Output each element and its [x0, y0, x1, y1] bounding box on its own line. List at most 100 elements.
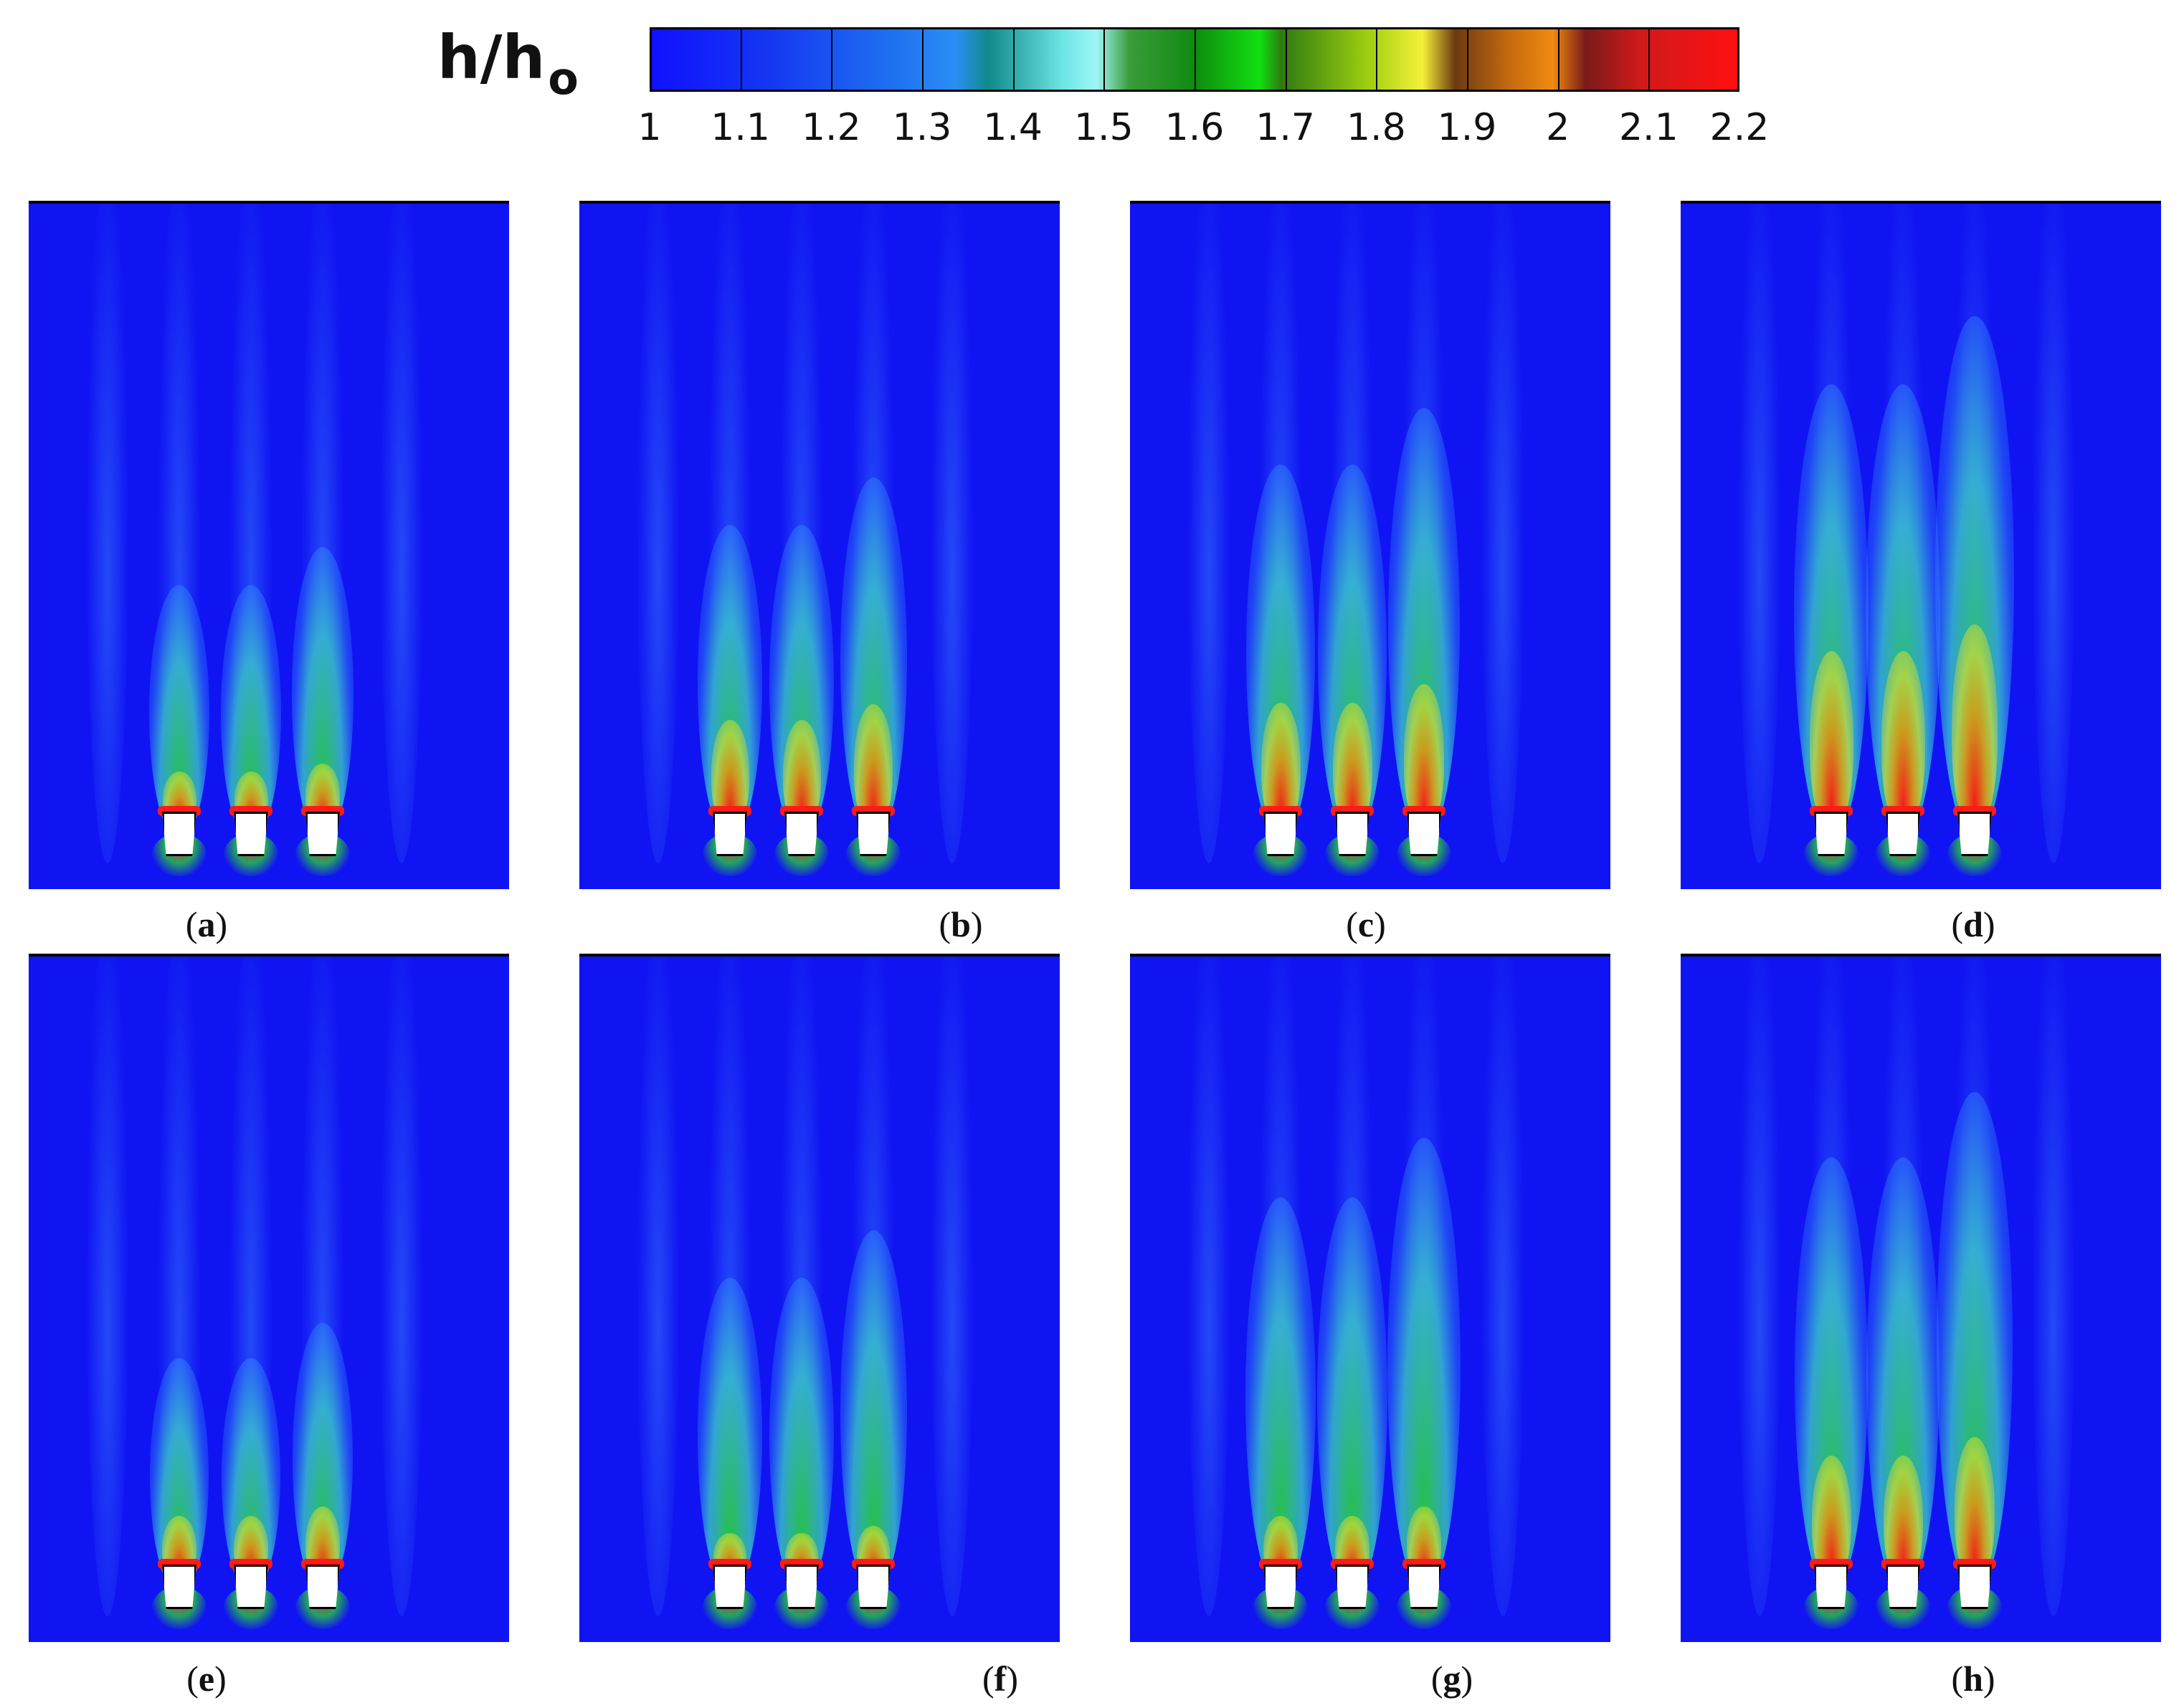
panel-letter: g	[1443, 1659, 1461, 1699]
hot-region	[1811, 1456, 1851, 1579]
hot-region	[1954, 1437, 1995, 1579]
panel-label-c: (c)	[1346, 904, 1386, 944]
heatmap-panel-b	[579, 201, 1060, 889]
hot-region	[1809, 651, 1853, 826]
bluff-body	[1957, 812, 1992, 856]
bluff-body	[1814, 1565, 1848, 1609]
panel-label-a: (a)	[185, 904, 228, 944]
bluff-body	[856, 812, 891, 856]
colorbar	[650, 27, 1739, 92]
bluff-body	[784, 812, 819, 856]
background-streak	[637, 957, 680, 1616]
background-streak	[637, 204, 680, 863]
background-streak	[931, 204, 974, 863]
colorbar-divider	[922, 29, 924, 90]
heatmap-panel-f	[579, 954, 1060, 1642]
bluff-body	[234, 1565, 268, 1609]
background-streak	[1187, 957, 1230, 1616]
colorbar-tick-label: 1.8	[1346, 106, 1406, 149]
bluff-body	[1263, 812, 1298, 856]
hot-region	[1883, 1456, 1923, 1579]
panel-label-d: (d)	[1951, 904, 1995, 944]
panel-letter: e	[198, 1659, 215, 1699]
bluff-body	[305, 1565, 340, 1609]
colorbar-tick-label: 1.4	[983, 106, 1043, 149]
colorbar-divider	[1376, 29, 1378, 90]
colorbar-tick-label: 1.3	[892, 106, 952, 149]
panel-label-h: (h)	[1951, 1659, 1995, 1699]
bluff-body	[1886, 1565, 1920, 1609]
panel-label-g: (g)	[1430, 1659, 1473, 1699]
background-streak	[2032, 957, 2075, 1616]
bluff-body	[1407, 1565, 1441, 1609]
bluff-body	[1407, 812, 1441, 856]
panel-label-f: (f)	[982, 1659, 1018, 1699]
colorbar-divider	[831, 29, 833, 90]
colorbar-divider	[1557, 29, 1559, 90]
colorbar-tick-label: 2	[1546, 106, 1570, 149]
panel-letter: h	[1963, 1659, 1983, 1699]
bluff-body	[162, 1565, 196, 1609]
colorbar-tick-label: 1.2	[801, 106, 861, 149]
bluff-body	[1957, 1565, 1992, 1609]
background-streak	[380, 957, 423, 1616]
colorbar-divider	[1648, 29, 1651, 90]
hot-region	[1260, 703, 1301, 826]
bluff-body	[1335, 812, 1369, 856]
background-streak	[1481, 204, 1524, 863]
colorbar-divider	[1285, 29, 1287, 90]
background-streak	[2032, 204, 2075, 863]
hot-region	[853, 703, 893, 826]
heatmap-panel-a	[29, 201, 509, 889]
heatmap-panel-g	[1130, 954, 1610, 1642]
background-streak	[1738, 204, 1781, 863]
bluff-body	[1886, 812, 1920, 856]
bluff-body	[305, 812, 340, 856]
panel-label-e: (e)	[186, 1659, 227, 1699]
bluff-body	[162, 812, 196, 856]
panel-letter: d	[1963, 904, 1983, 944]
heatmap-panel-d	[1681, 201, 2161, 889]
heatmap-panel-e	[29, 954, 509, 1642]
background-streak	[86, 204, 129, 863]
colorbar-tick-label: 1.6	[1164, 106, 1225, 149]
background-streak	[931, 957, 974, 1616]
panel-letter: c	[1357, 904, 1375, 944]
colorbar-divider	[1195, 29, 1196, 90]
background-streak	[380, 204, 423, 863]
colorbar-tick-label: 1.7	[1255, 106, 1316, 149]
bluff-body	[1263, 1565, 1298, 1609]
hot-region	[1952, 625, 1998, 826]
colorbar-tick-label: 2.2	[1709, 106, 1770, 149]
colorbar-title-subscript: o	[548, 52, 579, 105]
background-streak	[1738, 957, 1781, 1616]
colorbar-title: h/ho	[437, 27, 579, 101]
bluff-body	[784, 1565, 819, 1609]
bluff-body	[713, 812, 747, 856]
background-streak	[1481, 957, 1524, 1616]
panel-letter: a	[197, 904, 216, 944]
colorbar-tick-label: 1.9	[1437, 106, 1497, 149]
colorbar-tick-label: 1	[637, 106, 662, 149]
bluff-body	[856, 1565, 891, 1609]
colorbar-tick-label: 1.1	[711, 106, 771, 149]
hot-region	[1332, 703, 1372, 826]
background-streak	[1187, 204, 1230, 863]
colorbar-title-main: h/h	[437, 22, 546, 92]
hot-region	[1403, 684, 1445, 826]
panel-letter: b	[951, 904, 971, 944]
panel-letter: f	[994, 1659, 1007, 1699]
colorbar-divider	[1103, 29, 1106, 90]
hot-region	[1881, 651, 1925, 826]
colorbar-divider	[1012, 29, 1015, 90]
panel-label-b: (b)	[939, 904, 983, 944]
heatmap-panel-h	[1681, 954, 2161, 1642]
bluff-body	[713, 1565, 747, 1609]
bluff-body	[234, 812, 268, 856]
bluff-body	[1814, 812, 1848, 856]
colorbar-divider	[740, 29, 742, 90]
colorbar-tick-label: 2.1	[1618, 106, 1679, 149]
background-streak	[86, 957, 129, 1616]
bluff-body	[1335, 1565, 1369, 1609]
colorbar-divider	[1467, 29, 1468, 90]
